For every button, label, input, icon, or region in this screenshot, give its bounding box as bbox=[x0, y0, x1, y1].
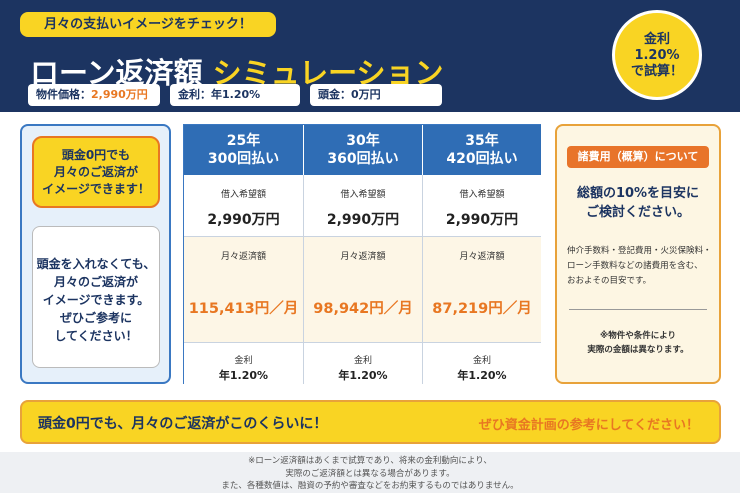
body-line: ローン手数料などの諸費用を含む、 bbox=[567, 261, 703, 271]
loan-cell: 借入希望額 2,990万円 bbox=[184, 175, 303, 237]
monthly-label: 月々返済額 bbox=[220, 252, 266, 262]
info-down: 頭金：0万円 bbox=[310, 84, 442, 106]
loan-cell: 借入希望額 2,990万円 bbox=[303, 175, 422, 237]
right-body: 仲介手数料・登記費用・火災保険料・ ローン手数料などの諸費用を含む、 おおよその目安… bbox=[567, 244, 719, 289]
payments: 360回払い bbox=[327, 151, 399, 167]
rate-cell: 金利年1.20% bbox=[184, 343, 303, 384]
loan-label: 借入希望額 bbox=[220, 190, 266, 200]
monthly-label: 月々返済額 bbox=[340, 252, 386, 262]
years: 30年 bbox=[346, 133, 380, 149]
footer-line: また、各種数値は、融資の予約や審査などをお約束するものではありません。 bbox=[221, 481, 519, 491]
info-label: 物件価格： bbox=[36, 88, 91, 101]
loan-value: 2,990万円 bbox=[326, 212, 400, 228]
info-label: 頭金： bbox=[318, 88, 351, 101]
footer-line: ※ローン返済額はあくまで試算であり、将来の金利動向により、 bbox=[248, 456, 492, 466]
monthly-value: 115,413円／月 bbox=[188, 301, 299, 317]
rate-cell: 金利年1.20% bbox=[422, 343, 541, 384]
rate-value: 年1.20% bbox=[338, 369, 388, 382]
table: 25年 300回払い借入希望額 2,990万円月々返済額 115,413円／月金利年1… bbox=[183, 124, 541, 384]
loan-label: 借入希望額 bbox=[459, 190, 505, 200]
message-line: イメージできます。 bbox=[42, 293, 150, 307]
banner-right: ぜひ資金計画の参考にしてください！ bbox=[478, 418, 699, 433]
header: 月々の支払いイメージをチェック！ ローン返済額 シミュレーション 物件価格：2,… bbox=[0, 0, 740, 112]
years: 25年 bbox=[226, 133, 261, 149]
message-line: ぜひご参考に bbox=[59, 311, 132, 325]
info-value: 年1.20% bbox=[211, 88, 261, 101]
badge: 金利 1.20% で試算！ bbox=[612, 10, 702, 100]
badge-line: 金利 bbox=[643, 32, 670, 47]
callout-line: 頭金0円でも bbox=[61, 148, 131, 162]
footer: ※ローン返済額はあくまで試算であり、将来の金利動向により、 実際のご返済額とは異な… bbox=[0, 452, 740, 493]
message-line: してください！ bbox=[54, 329, 138, 343]
years: 35年 bbox=[465, 133, 499, 149]
info-value: 0万円 bbox=[351, 88, 381, 101]
rate-value: 年1.20% bbox=[218, 369, 269, 382]
loan-label: 借入希望額 bbox=[340, 190, 386, 200]
column-header: 30年 360回払い bbox=[303, 125, 422, 175]
monthly-cell: 月々返済額 115,413円／月 bbox=[184, 237, 303, 343]
monthly-value: 87,219円／月 bbox=[432, 301, 532, 317]
badge-line: で試算！ bbox=[630, 64, 683, 79]
info-rate: 金利：年1.20% bbox=[170, 84, 300, 106]
loan-cell: 借入希望額 2,990万円 bbox=[422, 175, 541, 237]
payments: 420回払い bbox=[446, 151, 518, 167]
right-panel: 諸費用（概算）について 総額の10%を目安に ご検討ください。 仲介手数料・登記費… bbox=[555, 124, 721, 384]
loan-value: 2,990万円 bbox=[445, 212, 519, 228]
info-value: 2,990万円 bbox=[91, 88, 148, 101]
headline: 総額の10%を目安に ご検討ください。 bbox=[557, 184, 719, 222]
left-panel: 頭金0円でも 月々のご返済が イメージできます！ 頭金を入れなくても、 月々のご返済が… bbox=[20, 124, 171, 384]
monthly-value: 98,942円／月 bbox=[313, 301, 413, 317]
callout-line: イメージできます！ bbox=[42, 182, 150, 196]
info-label: 金利： bbox=[178, 88, 211, 101]
payments: 300回払い bbox=[207, 151, 280, 167]
rate-label: 金利 bbox=[353, 356, 372, 366]
body-line: おおよその目安です。 bbox=[567, 276, 652, 286]
column-header: 35年 420回払い bbox=[422, 125, 541, 175]
headline-line: 総額の10%を目安に bbox=[576, 186, 700, 201]
message: 頭金を入れなくても、 月々のご返済が イメージできます。 ぜひご参考に してください！ bbox=[32, 226, 160, 368]
monthly-cell: 月々返済額 87,219円／月 bbox=[422, 237, 541, 343]
rate-value: 年1.20% bbox=[457, 369, 507, 382]
headline-line: ご検討ください。 bbox=[585, 205, 690, 220]
info-price: 物件価格：2,990万円 bbox=[28, 84, 160, 106]
note-line: 実際の金額は異なります。 bbox=[587, 345, 689, 355]
banner: 頭金0円でも、月々のご返済がこのくらいに！ ぜひ資金計画の参考にしてください！ bbox=[20, 400, 721, 444]
rate-label: 金利 bbox=[234, 356, 253, 366]
tag: 月々の支払いイメージをチェック！ bbox=[20, 12, 276, 37]
callout: 頭金0円でも 月々のご返済が イメージできます！ bbox=[32, 136, 160, 208]
banner-left: 頭金0円でも、月々のご返済がこのくらいに！ bbox=[38, 416, 328, 432]
callout-line: 月々のご返済が bbox=[53, 165, 138, 179]
divider bbox=[569, 309, 707, 310]
message-line: 頭金を入れなくても、 bbox=[36, 257, 156, 271]
message-line: 月々のご返済が bbox=[53, 275, 138, 289]
footer-line: 実際のご返済額とは異なる場合があります。 bbox=[285, 468, 455, 479]
monthly-cell: 月々返済額 98,942円／月 bbox=[303, 237, 422, 343]
right-label: 諸費用（概算）について bbox=[567, 146, 709, 168]
rate-cell: 金利年1.20% bbox=[303, 343, 422, 384]
body-line: 仲介手数料・登記費用・火災保険料・ bbox=[567, 246, 712, 256]
note-line: ※物件や条件により bbox=[599, 331, 677, 341]
rate-label: 金利 bbox=[472, 356, 491, 366]
monthly-label: 月々返済額 bbox=[459, 252, 505, 262]
right-note: ※物件や条件により実際の金額は異なります。 bbox=[557, 329, 719, 357]
loan-value: 2,990万円 bbox=[207, 212, 280, 228]
column-header: 25年 300回払い bbox=[184, 125, 303, 175]
badge-line: 1.20% bbox=[634, 48, 680, 63]
